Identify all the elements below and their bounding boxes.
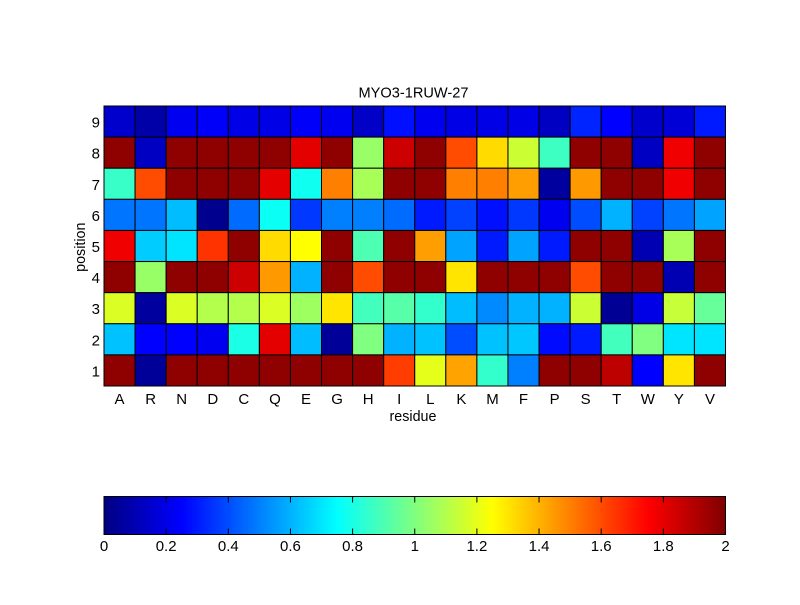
svg-text:W: W xyxy=(641,391,656,408)
svg-text:I: I xyxy=(397,391,401,408)
svg-text:Q: Q xyxy=(269,391,281,408)
svg-text:R: R xyxy=(145,391,156,408)
svg-text:0.2: 0.2 xyxy=(156,538,177,555)
svg-text:M: M xyxy=(486,391,499,408)
svg-text:7: 7 xyxy=(92,177,100,194)
svg-text:P: P xyxy=(550,391,560,408)
svg-text:position: position xyxy=(73,223,89,272)
svg-text:V: V xyxy=(705,391,715,408)
svg-text:2: 2 xyxy=(92,332,100,349)
svg-text:1: 1 xyxy=(92,363,100,380)
svg-text:MYO3-1RUW-27: MYO3-1RUW-27 xyxy=(359,85,469,102)
svg-text:A: A xyxy=(115,391,125,408)
svg-text:5: 5 xyxy=(92,239,100,256)
svg-text:3: 3 xyxy=(92,301,100,318)
svg-text:H: H xyxy=(363,391,374,408)
svg-text:9: 9 xyxy=(92,115,100,132)
svg-text:L: L xyxy=(426,391,434,408)
svg-text:S: S xyxy=(581,391,591,408)
svg-text:residue: residue xyxy=(390,409,437,425)
svg-text:G: G xyxy=(331,391,343,408)
svg-text:E: E xyxy=(301,391,311,408)
svg-text:1.4: 1.4 xyxy=(529,538,550,555)
svg-text:6: 6 xyxy=(92,208,100,225)
svg-text:Y: Y xyxy=(674,391,684,408)
svg-text:0.4: 0.4 xyxy=(218,538,239,555)
svg-text:T: T xyxy=(612,391,621,408)
svg-text:N: N xyxy=(176,391,187,408)
svg-text:1.8: 1.8 xyxy=(653,538,674,555)
svg-text:0.6: 0.6 xyxy=(280,538,301,555)
svg-text:1: 1 xyxy=(411,538,419,555)
svg-text:4: 4 xyxy=(92,270,100,287)
svg-text:1.2: 1.2 xyxy=(466,538,487,555)
svg-text:K: K xyxy=(456,391,466,408)
svg-text:C: C xyxy=(238,391,249,408)
svg-text:2: 2 xyxy=(721,538,729,555)
svg-text:0.8: 0.8 xyxy=(342,538,363,555)
svg-text:D: D xyxy=(207,391,218,408)
svg-text:F: F xyxy=(519,391,528,408)
svg-text:8: 8 xyxy=(92,146,100,163)
svg-text:0: 0 xyxy=(100,538,108,555)
svg-text:1.6: 1.6 xyxy=(591,538,612,555)
